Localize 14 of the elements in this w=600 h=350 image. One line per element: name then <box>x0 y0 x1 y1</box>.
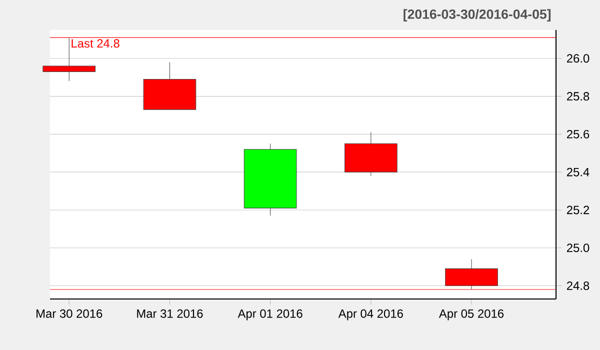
chart-title: [2016-03-30/2016-04-05] <box>404 9 551 22</box>
x-tick-label: Apr 04 2016 <box>338 309 403 320</box>
y-tick-label: 25.8 <box>566 92 590 101</box>
x-tick-label: Apr 01 2016 <box>238 309 302 320</box>
y-tick-label: 25.2 <box>566 206 590 214</box>
ref-line-label: Last 24.8 <box>72 39 120 48</box>
y-tick-label: 26.0 <box>566 54 590 63</box>
x-tick-label: Mar 31 2016 <box>137 309 203 318</box>
y-tick-label: 24.8 <box>566 282 590 290</box>
y-tick-label: 25.6 <box>566 130 590 138</box>
x-tick-label: Mar 30 2016 <box>36 309 102 318</box>
y-tick-label: 25.0 <box>566 244 590 252</box>
x-tick-label: Apr 05 2016 <box>438 309 504 320</box>
y-tick-label: 25.4 <box>566 168 590 176</box>
